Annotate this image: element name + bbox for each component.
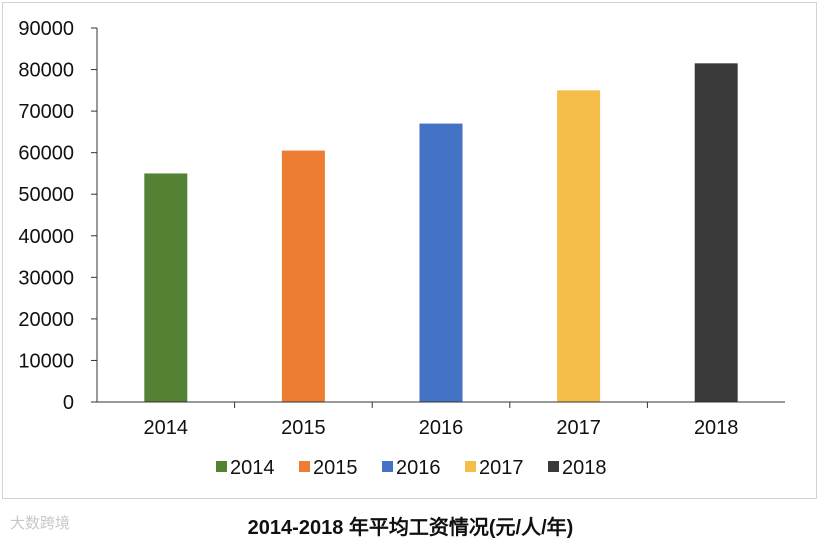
x-tick-label: 2014 xyxy=(144,417,189,439)
chart-caption: 2014-2018 年平均工资情况(元/人/年) xyxy=(247,517,574,539)
y-tick-label: 70000 xyxy=(18,101,74,123)
x-tick-label: 2016 xyxy=(419,417,464,439)
bar-2017 xyxy=(557,90,601,402)
bar-2018 xyxy=(694,63,738,402)
x-tick-label: 2017 xyxy=(556,417,601,439)
chart-frame xyxy=(2,2,817,499)
y-tick-label: 60000 xyxy=(18,143,74,165)
legend-swatch xyxy=(465,461,476,472)
bars-group xyxy=(144,63,738,403)
legend-swatch xyxy=(216,461,227,472)
y-tick-label: 30000 xyxy=(18,267,74,289)
y-tick-label: 0 xyxy=(63,392,74,414)
y-axis: 0 10000 20000 30000 40000 50000 60000 70000 8000… xyxy=(18,18,98,414)
bar-chart: 0 10000 20000 30000 40000 50000 60000 70000 8000… xyxy=(18,18,785,479)
y-tick-label: 40000 xyxy=(18,226,74,248)
y-tick-label: 80000 xyxy=(18,60,74,82)
x-axis: 2014 2015 2016 2017 2018 xyxy=(97,401,785,439)
y-tick-label: 50000 xyxy=(18,184,74,206)
x-tick-label: 2015 xyxy=(281,417,326,439)
legend-swatch xyxy=(299,461,310,472)
x-tick-label: 2018 xyxy=(694,417,739,439)
legend-label: 2018 xyxy=(562,457,607,479)
legend-swatch xyxy=(382,461,393,472)
legend-label: 2017 xyxy=(479,457,524,479)
bar-2016 xyxy=(419,123,463,403)
bar-2014 xyxy=(144,173,188,402)
y-tick-label: 90000 xyxy=(18,18,74,40)
y-tick-label: 20000 xyxy=(18,309,74,331)
watermark: 大数跨境 xyxy=(10,515,71,532)
legend-label: 2016 xyxy=(396,457,441,479)
legend-label: 2014 xyxy=(230,457,275,479)
bar-2015 xyxy=(281,150,325,402)
legend: 2014 2015 2016 2017 2018 xyxy=(216,457,607,479)
y-tick-label: 10000 xyxy=(18,350,74,372)
legend-label: 2015 xyxy=(313,457,358,479)
legend-swatch xyxy=(548,461,559,472)
